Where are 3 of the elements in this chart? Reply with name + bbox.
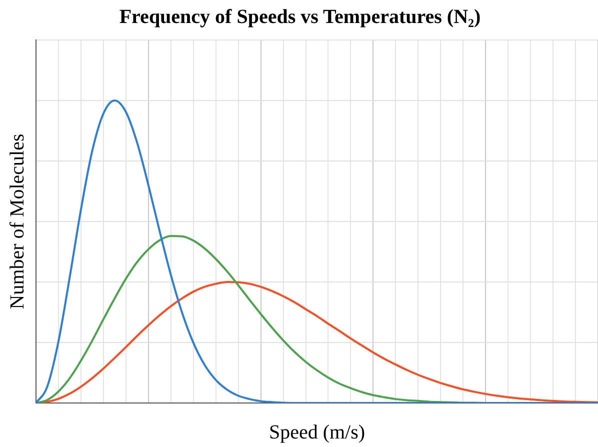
x-axis-title: Speed (m/s) [268, 421, 366, 444]
chart-title: Frequency of Speeds vs Temperatures (N₂) [119, 6, 481, 28]
y-axis-title: Number of Molecules [6, 134, 28, 310]
